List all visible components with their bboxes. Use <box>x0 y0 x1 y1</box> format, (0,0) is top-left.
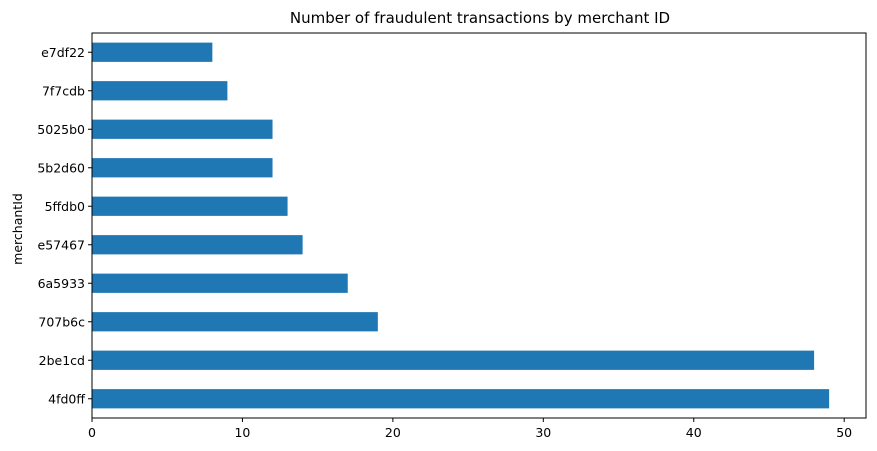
y-tick-label: 4fd0ff <box>48 391 85 406</box>
y-tick-label: 2be1cd <box>39 353 85 368</box>
bar-707b6c <box>92 312 378 332</box>
y-tick-label: 707b6c <box>38 314 85 329</box>
bar-6a5933 <box>92 273 348 293</box>
bar-5ffdb0 <box>92 196 288 216</box>
x-tick-label: 50 <box>836 425 852 440</box>
x-ticks: 0 10 20 30 40 50 <box>88 418 852 440</box>
y-tick-label: e7df22 <box>41 45 85 60</box>
bar-7f7cdb <box>92 81 228 101</box>
y-tick-label: e57467 <box>38 237 85 252</box>
y-tick-label: 5b2d60 <box>37 160 85 175</box>
y-axis-label: merchantId <box>10 193 25 265</box>
x-tick-label: 0 <box>88 425 96 440</box>
y-tick-label: 5025b0 <box>37 122 85 137</box>
x-tick-label: 40 <box>686 425 702 440</box>
x-tick-label: 30 <box>535 425 551 440</box>
y-tick-label: 5ffdb0 <box>45 199 85 214</box>
plot-frame <box>91 32 867 419</box>
bar-5025b0 <box>92 119 273 139</box>
bar-2be1cd <box>92 350 815 370</box>
y-tick-label: 7f7cdb <box>42 83 85 98</box>
x-tick-label: 10 <box>234 425 250 440</box>
bar-e57467 <box>92 235 303 255</box>
bar-e7df22 <box>92 42 213 62</box>
y-tick-label: 6a5933 <box>38 276 85 291</box>
bar-5b2d60 <box>92 158 273 178</box>
bar-4fd0ff <box>92 389 830 409</box>
y-ticks: 4fd0ff 2be1cd 707b6c 6a5933 e57467 5ffdb0 5b2d… <box>37 45 92 406</box>
bars-layer <box>92 42 830 409</box>
chart-title: Number of fraudulent transactions by mer… <box>290 9 670 27</box>
x-tick-label: 20 <box>385 425 401 440</box>
